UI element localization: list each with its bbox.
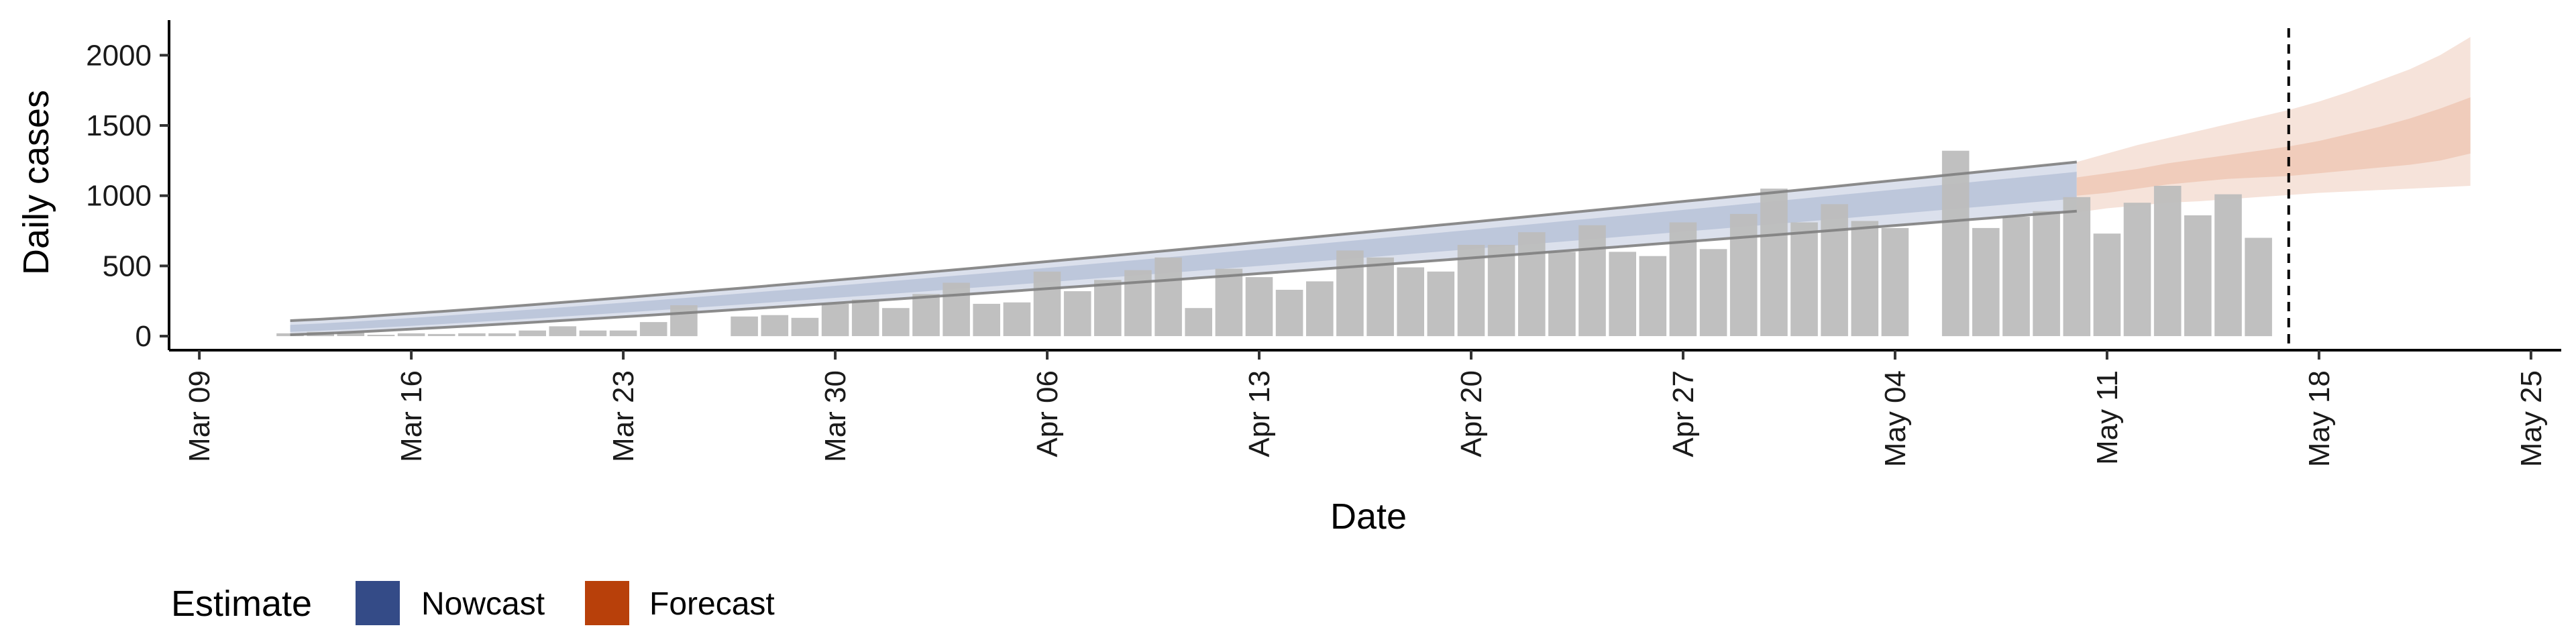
bar: [2214, 194, 2242, 337]
estimate-bands: [290, 37, 2471, 335]
bar: [427, 333, 455, 336]
bar: [639, 322, 667, 336]
bar: [1487, 245, 1515, 337]
bar: [1155, 257, 1182, 336]
bar: [943, 282, 970, 337]
bar: [1729, 213, 1758, 336]
bar: [579, 330, 607, 337]
bar: [609, 330, 637, 337]
legend-swatch-forecast: [585, 581, 629, 625]
nowcast-upper-line: [290, 160, 2078, 322]
bar: [2123, 203, 2151, 337]
bar: [1185, 308, 1212, 337]
x-tick-label: May 25: [2515, 370, 2548, 467]
bar: [488, 333, 516, 337]
y-tick-label: 1500: [86, 109, 152, 142]
axes: [160, 20, 2561, 360]
bar: [1366, 257, 1394, 336]
y-axis-title: Daily cases: [16, 90, 56, 275]
x-tick-label: Mar 23: [607, 370, 640, 462]
legend-label-nowcast: Nowcast: [421, 586, 545, 622]
bar: [1336, 250, 1364, 337]
bar: [761, 315, 789, 337]
legend-label-forecast: Forecast: [649, 586, 775, 622]
x-tick-label: Apr 06: [1031, 370, 1064, 458]
bar: [2245, 237, 2272, 337]
bar: [1397, 267, 1424, 337]
bar: [2033, 211, 2060, 336]
bar: [367, 335, 395, 337]
x-tick-label: May 11: [2091, 370, 2124, 465]
bar: [1548, 252, 1576, 336]
bar: [1851, 221, 1879, 337]
x-tick-label: Mar 09: [183, 370, 216, 462]
bar: [1457, 245, 1485, 337]
bar: [1972, 227, 2000, 337]
bar: [1063, 291, 1091, 337]
x-tick-label: Mar 30: [819, 370, 852, 462]
bar: [1821, 204, 1848, 337]
bar: [1941, 150, 1970, 337]
estimate-lines: [290, 28, 2290, 350]
bar: [821, 303, 849, 337]
bar: [1881, 227, 1909, 337]
bar: [1609, 252, 1636, 336]
bar: [1669, 222, 1697, 337]
bar: [882, 308, 910, 337]
bar: [519, 330, 546, 337]
y-tick-label: 0: [136, 320, 152, 353]
nowcast-outer-band: [290, 162, 2077, 335]
bar: [1245, 277, 1273, 336]
bar: [1639, 256, 1667, 336]
bar: [670, 305, 698, 337]
bar: [1760, 189, 1788, 336]
bar: [1124, 270, 1152, 337]
bar: [912, 294, 940, 337]
legend-swatch-nowcast: [356, 581, 400, 625]
x-tick-label: May 18: [2303, 370, 2336, 467]
y-tick-label: 2000: [86, 39, 152, 72]
bar: [791, 317, 819, 336]
bar: [2002, 217, 2030, 337]
x-tick-label: Apr 20: [1455, 370, 1488, 458]
daily-cases-bars: [276, 150, 2272, 337]
bar: [1790, 222, 1818, 337]
x-tick-label: Apr 13: [1243, 370, 1276, 458]
bar: [1003, 302, 1031, 336]
nowcast-inner-band: [290, 172, 2077, 332]
bar: [2153, 186, 2182, 336]
bar: [1215, 268, 1243, 337]
bar: [1578, 225, 1606, 337]
bar: [973, 303, 1000, 337]
bar: [1275, 290, 1303, 337]
bar: [1094, 280, 1122, 336]
forecast-inner-band: [2076, 97, 2471, 196]
y-tick-label: 500: [103, 250, 152, 282]
x-tick-label: May 04: [1879, 370, 1912, 467]
bar: [2063, 197, 2091, 337]
bar: [1306, 281, 1334, 337]
bar: [1699, 249, 1727, 337]
bar: [2093, 233, 2121, 336]
bar: [1033, 271, 1061, 337]
bar: [851, 299, 879, 336]
bar: [1427, 271, 1455, 337]
bar: [2184, 215, 2212, 337]
bar: [337, 332, 365, 336]
x-axis-title: Date: [1330, 496, 1407, 537]
legend-title: Estimate: [171, 584, 312, 624]
tick-labels: 0 500 1000 1500 2000 Mar 09 Mar 16 Mar 23 Mar 30…: [86, 39, 2548, 467]
nowcast-lower-line: [290, 209, 2077, 336]
bar: [549, 326, 577, 337]
legend: Estimate Nowcast Forecast: [171, 581, 775, 625]
bar: [458, 333, 486, 337]
y-tick-label: 1000: [86, 180, 152, 213]
bar: [1518, 232, 1546, 336]
x-tick-label: Apr 27: [1667, 370, 1700, 458]
x-tick-label: Mar 16: [395, 370, 428, 462]
bar: [276, 333, 304, 337]
bar: [397, 333, 425, 337]
bar: [731, 316, 758, 337]
